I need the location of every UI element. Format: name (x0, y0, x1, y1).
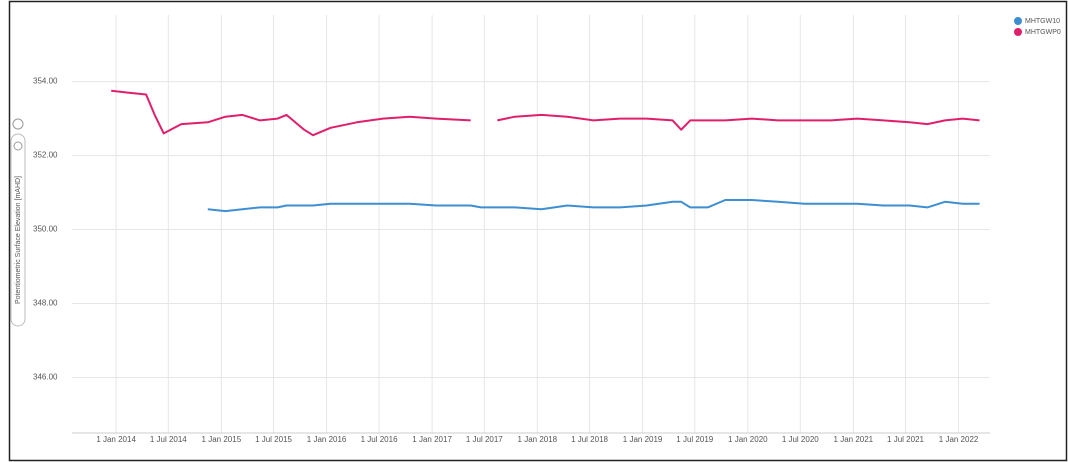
y-tick-label: 346.00 (33, 373, 58, 382)
x-tick-label: 1 Jan 2022 (939, 435, 979, 444)
x-tick-label: 1 Jan 2020 (728, 435, 768, 444)
axis-button[interactable] (13, 141, 23, 151)
legend-label: MHTGWP0 (1025, 29, 1061, 36)
x-tick-label: 1 Jan 2017 (412, 435, 452, 444)
y-tick-label: 348.00 (33, 299, 58, 308)
y-tick-label: 352.00 (33, 151, 58, 160)
frame (8, 0, 1068, 462)
x-tick-label: 1 Jul 2021 (887, 435, 924, 444)
legend-marker (1014, 28, 1022, 36)
x-tick-label: 1 Jul 2018 (571, 435, 608, 444)
x-tick-label: 1 Jan 2018 (518, 435, 558, 444)
legend: MHTGW10 MHTGWP0 (1014, 17, 1061, 36)
y-axis-label: Potentiometric Surface Elevation [mAHD] (15, 176, 22, 304)
legend-marker (1014, 17, 1022, 25)
x-tick-label: 1 Jul 2019 (676, 435, 713, 444)
x-tick-label: 1 Jul 2017 (466, 435, 503, 444)
x-tick-label: 1 Jan 2014 (96, 435, 136, 444)
x-tick-label: 1 Jan 2019 (623, 435, 663, 444)
axis-button[interactable] (12, 118, 24, 130)
series-line (111, 89, 980, 137)
y-tick-label: 350.00 (33, 225, 58, 234)
x-tick-label: 1 Jul 2014 (150, 435, 187, 444)
x-tick-label: 1 Jul 2016 (361, 435, 398, 444)
legend-label: MHTGW10 (1025, 18, 1060, 25)
x-tick-label: 1 Jan 2016 (307, 435, 347, 444)
y-tick-label: 354.00 (33, 77, 58, 86)
series-line (207, 199, 980, 213)
x-tick-label: 1 Jul 2020 (782, 435, 819, 444)
x-tick-label: 1 Jul 2015 (255, 435, 292, 444)
x-tick-label: 1 Jan 2021 (834, 435, 874, 444)
x-tick-label: 1 Jan 2015 (202, 435, 242, 444)
y-axis-label-box: Potentiometric Surface Elevation [mAHD] (10, 118, 26, 327)
